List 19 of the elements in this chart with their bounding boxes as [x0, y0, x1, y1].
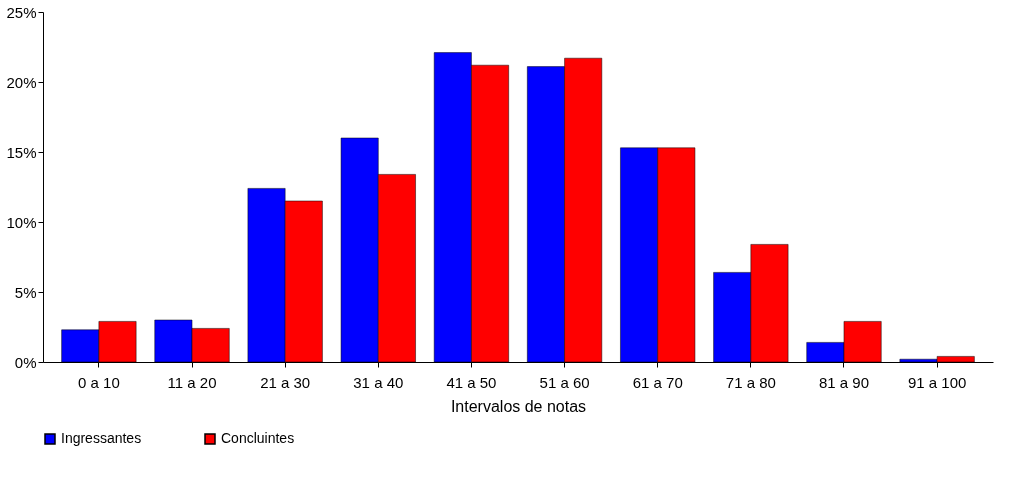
x-tick-label: 61 a 70	[632, 373, 683, 391]
y-tick-label: 0%	[14, 353, 37, 371]
legend-label: Concluintes	[221, 430, 295, 446]
x-tick-label: 0 a 10	[78, 373, 120, 391]
y-tick-label: 25%	[6, 3, 37, 21]
y-tick-label: 5%	[14, 283, 37, 301]
y-tick-label: 20%	[6, 73, 37, 91]
y-tick-label: 10%	[6, 213, 37, 231]
x-tick-label: 21 a 30	[260, 373, 311, 391]
y-tick-label: 15%	[6, 143, 37, 161]
x-tick-label: 41 a 50	[446, 373, 497, 391]
x-tick-label: 91 a 100	[907, 373, 967, 391]
legend-label: Ingressantes	[61, 430, 142, 446]
x-tick-label: 31 a 40	[353, 373, 404, 391]
x-tick-label: 11 a 20	[167, 373, 217, 391]
x-axis-title: Intervalos de notas	[450, 397, 587, 415]
x-tick-label: 81 a 90	[818, 373, 869, 391]
x-tick-label: 51 a 60	[539, 373, 590, 391]
x-tick-label: 71 a 80	[725, 373, 776, 391]
